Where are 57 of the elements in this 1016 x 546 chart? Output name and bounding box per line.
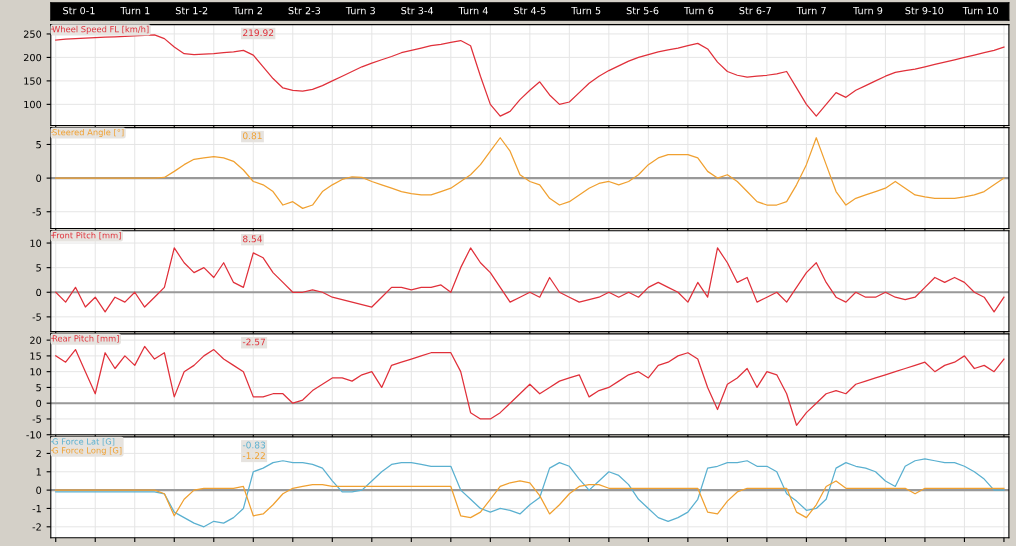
y-tick-label: 5 bbox=[36, 384, 41, 392]
y-tick-label: 15 bbox=[30, 352, 41, 360]
text: Turn 1 bbox=[120, 7, 150, 15]
line-series bbox=[55, 480, 1005, 519]
text: Str 4-5 bbox=[514, 6, 546, 15]
text: Turn 6 bbox=[683, 6, 714, 15]
y-tick-label: -5 bbox=[32, 313, 41, 321]
y-tick-label: 10 bbox=[30, 368, 42, 376]
text: G Force Lat [G] bbox=[52, 438, 115, 446]
y-tick-label: -5 bbox=[32, 415, 41, 423]
y-tick-label: -10 bbox=[26, 431, 42, 439]
y-tick-label: 100 bbox=[24, 100, 42, 109]
line-series bbox=[55, 345, 1005, 426]
text: Turn 5 bbox=[571, 7, 601, 15]
series-label: Rear Pitch [mm] bbox=[52, 335, 119, 343]
annotation: -1.22 bbox=[242, 452, 265, 459]
line-series bbox=[55, 34, 1005, 117]
y-tick-label: -2 bbox=[32, 523, 41, 531]
annotation: -2.57 bbox=[242, 338, 265, 346]
text: Steered Angle [°] bbox=[52, 128, 124, 137]
y-tick-label: 1 bbox=[36, 468, 41, 476]
annotation: 8.54 bbox=[243, 235, 263, 243]
y-tick-label: 0 bbox=[36, 486, 42, 494]
text: Str 1-2 bbox=[175, 6, 208, 15]
text: Turn 4 bbox=[458, 7, 488, 15]
text: Str 5-6 bbox=[626, 6, 659, 15]
legend-label: G Force Long [G] bbox=[52, 447, 122, 456]
text: Front Pitch [mm] bbox=[52, 231, 121, 240]
y-tick-label: 0 bbox=[36, 399, 42, 408]
text: Str 2-3 bbox=[288, 6, 321, 15]
annotation: -0.83 bbox=[242, 441, 266, 449]
y-tick-label: 250 bbox=[23, 30, 42, 38]
y-tick-label: 2 bbox=[36, 449, 41, 458]
text: Str 9-10 bbox=[905, 6, 944, 15]
text: Turn 10 bbox=[962, 6, 999, 15]
text: Str 3-4 bbox=[401, 6, 434, 15]
text: Str 0-1 bbox=[63, 6, 95, 15]
y-tick-label: 150 bbox=[24, 77, 42, 85]
text: Turn 3 bbox=[345, 6, 375, 15]
line-series bbox=[55, 247, 1005, 313]
annotation: 0.81 bbox=[243, 132, 262, 140]
annotation: 219.92 bbox=[243, 29, 274, 37]
y-tick-label: 200 bbox=[23, 53, 42, 62]
y-tick-label: 0 bbox=[36, 288, 42, 297]
y-tick-label: 5 bbox=[36, 264, 41, 272]
y-tick-label: 20 bbox=[30, 336, 42, 344]
legend-label: Wheel Speed FL [km/h] bbox=[52, 25, 149, 34]
y-tick-label: -1 bbox=[32, 505, 41, 513]
text: Turn 9 bbox=[853, 6, 883, 15]
text: Turn 2 bbox=[233, 6, 263, 15]
y-tick-label: 0 bbox=[36, 174, 42, 182]
text: Str 6-7 bbox=[739, 6, 771, 15]
line-series bbox=[55, 458, 1005, 528]
y-tick-label: 10 bbox=[30, 239, 42, 247]
y-tick-label: -5 bbox=[32, 208, 41, 216]
y-tick-label: 5 bbox=[36, 141, 41, 149]
text: Turn 7 bbox=[796, 7, 826, 15]
